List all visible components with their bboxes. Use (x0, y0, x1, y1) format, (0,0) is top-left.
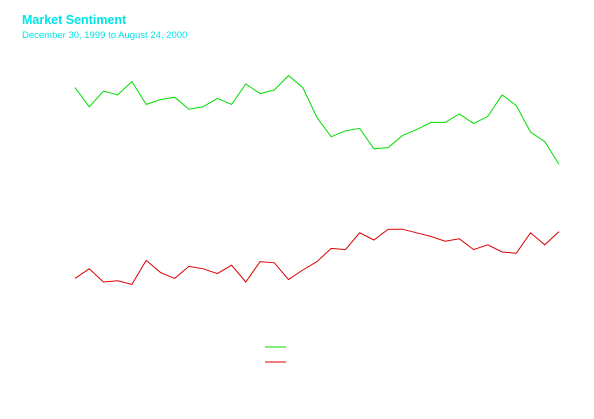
series-line-1 (74, 74, 560, 165)
legend (265, 346, 286, 363)
chart-title: Market Sentiment (22, 13, 127, 27)
series-line-2 (74, 228, 560, 285)
chart-subtitle: December 30, 1999 to August 24, 2000 (22, 30, 188, 41)
series-layer (74, 74, 560, 285)
